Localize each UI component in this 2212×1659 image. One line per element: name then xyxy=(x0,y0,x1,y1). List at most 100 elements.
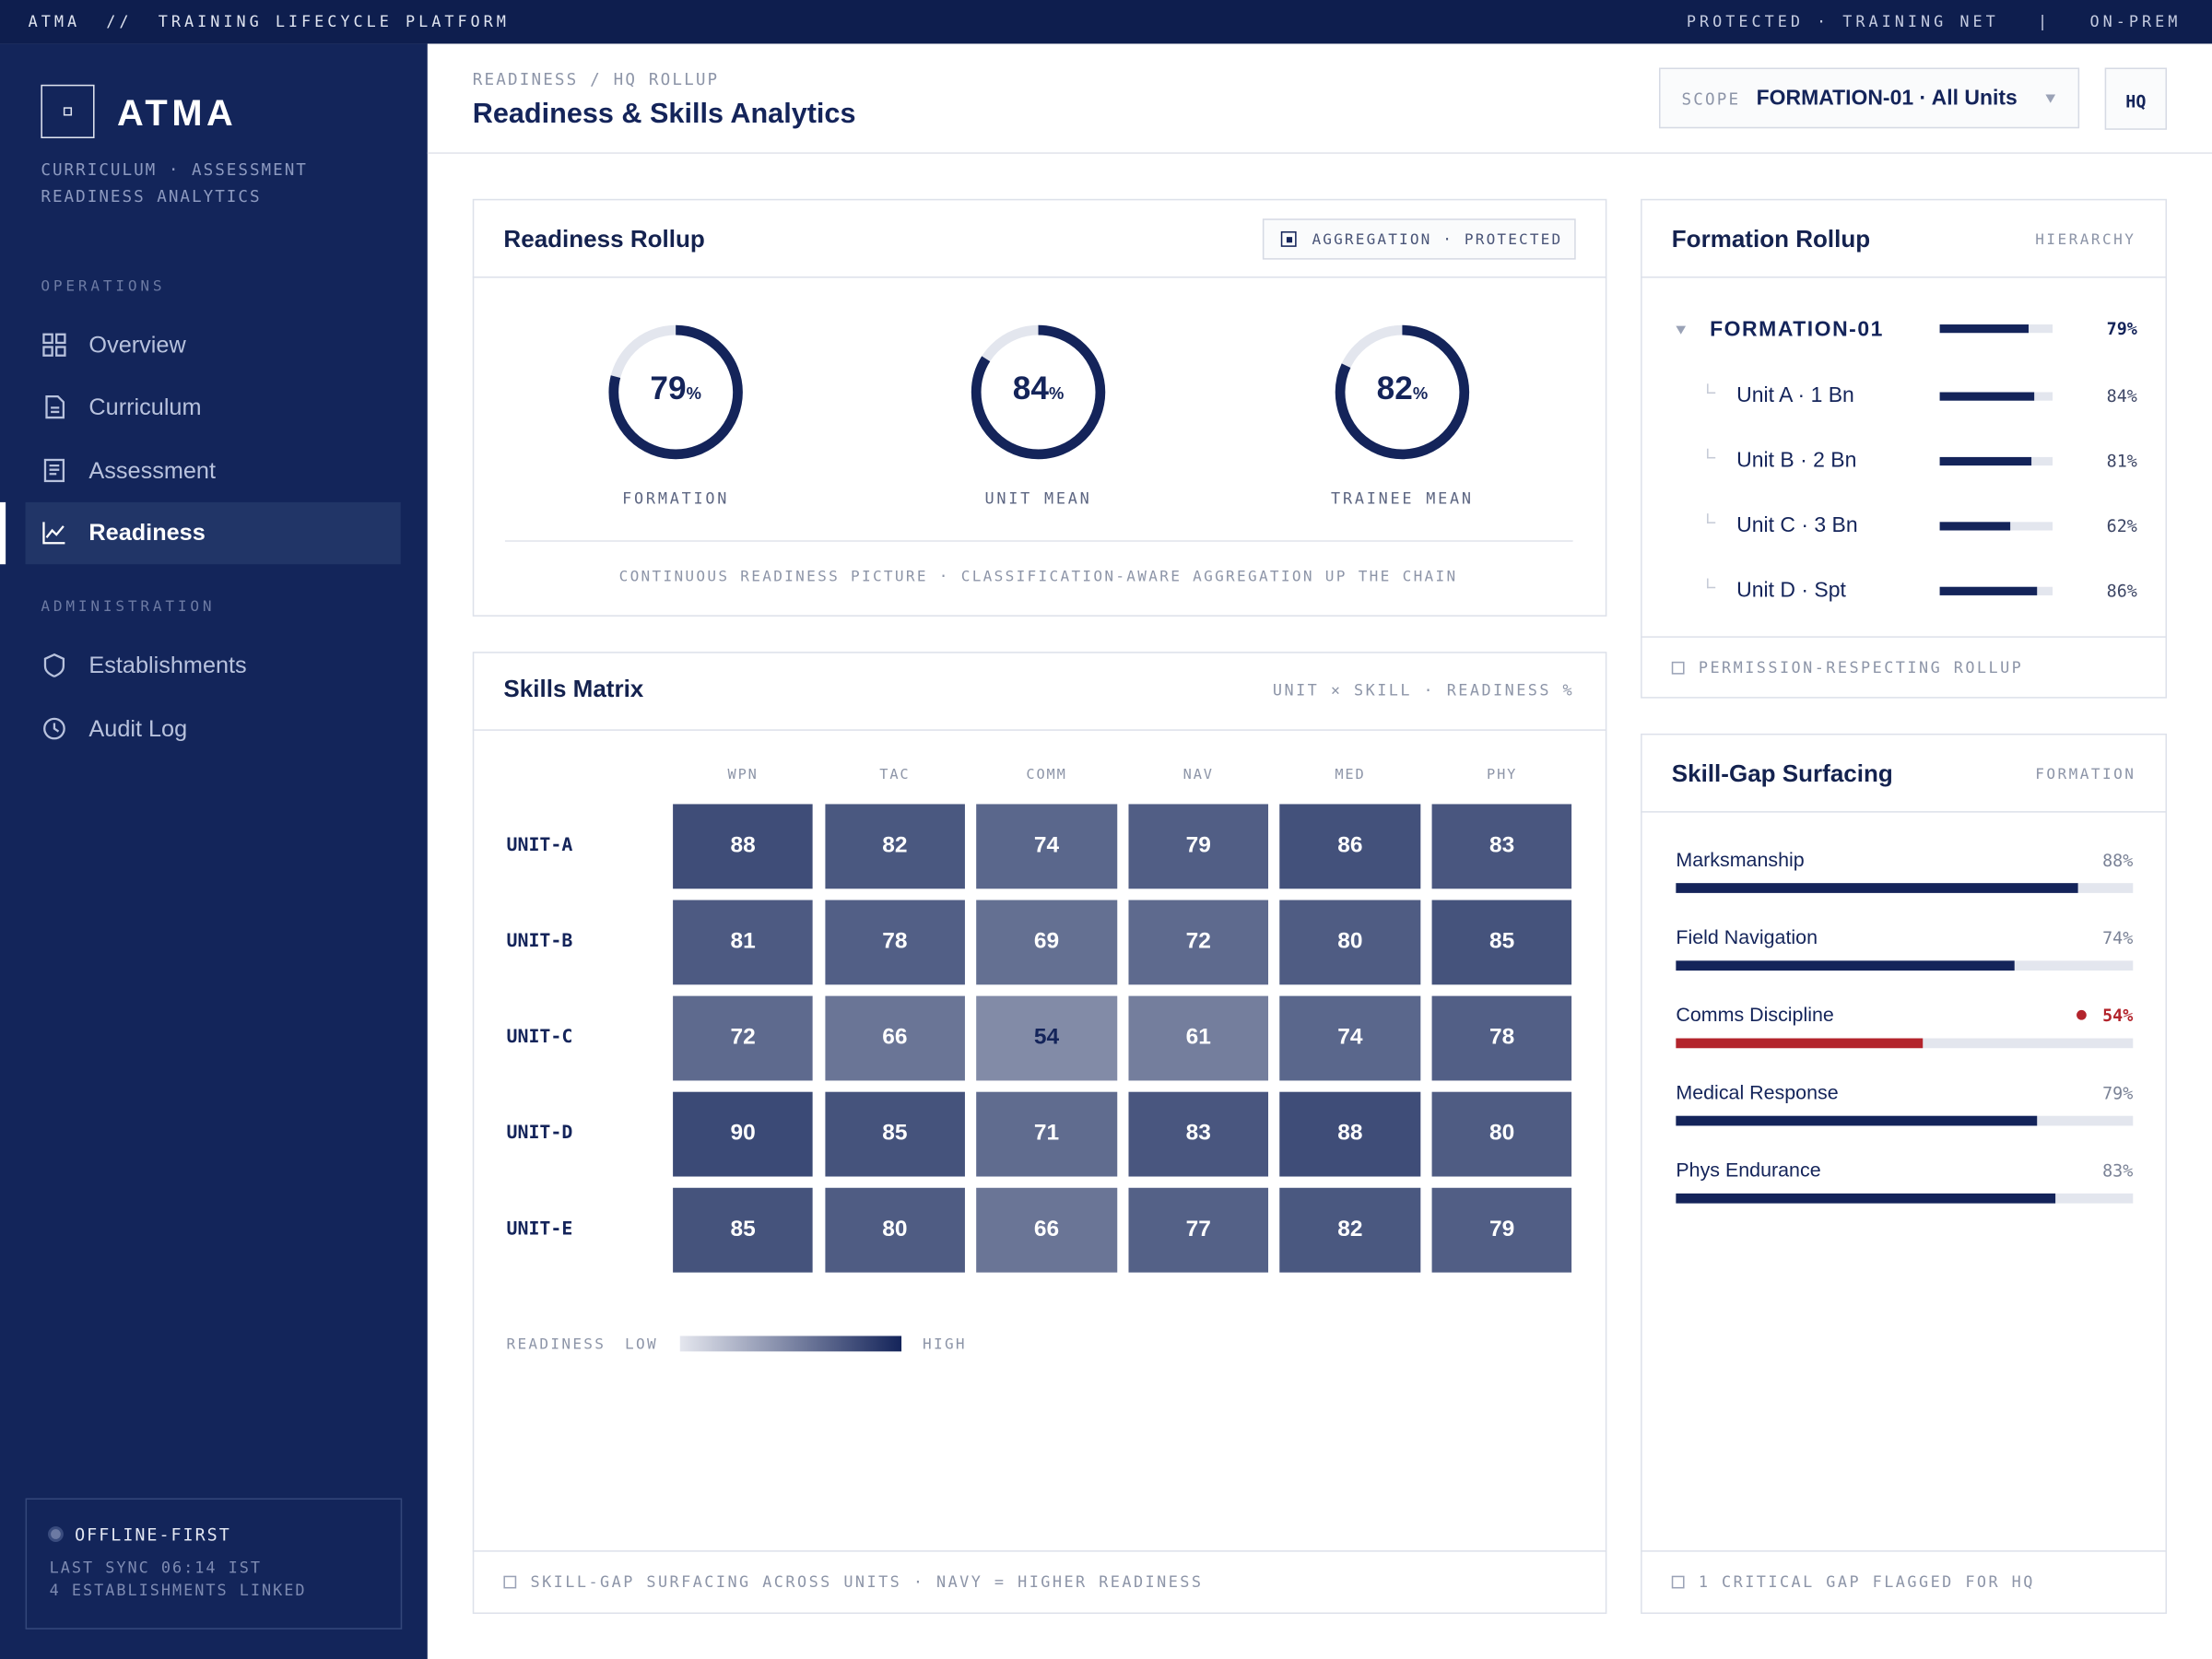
panel-subtitle: FORMATION xyxy=(2035,766,2136,783)
panel-footer-text: PERMISSION-RESPECTING ROLLUP xyxy=(1698,658,2024,677)
ring-label: UNIT MEAN xyxy=(984,489,1092,509)
page-title: Readiness & Skills Analytics xyxy=(472,99,856,130)
nav-icon-part xyxy=(42,522,65,545)
ring-arc xyxy=(608,324,743,460)
skill-bar xyxy=(1676,1038,1924,1049)
ring-label: TRAINEE MEAN xyxy=(1331,489,1474,509)
column-header: PHY xyxy=(1487,767,1518,783)
heat-cell-value: 85 xyxy=(730,1217,756,1241)
heat-cell-value: 66 xyxy=(882,1025,908,1050)
nav-icon-part xyxy=(43,716,65,739)
ring-value: 82% xyxy=(1318,367,1488,415)
nav-active-marker xyxy=(0,501,6,565)
heat-cell: 85 xyxy=(673,1187,814,1273)
heat-cell: 80 xyxy=(824,1187,965,1273)
ring-arc xyxy=(971,324,1106,460)
dropdown-caret xyxy=(2045,94,2056,103)
nav-icon-part xyxy=(49,464,60,475)
nav-icon xyxy=(42,333,66,357)
status-box xyxy=(25,1498,403,1630)
heat-cell-value: 85 xyxy=(1489,929,1515,954)
nav-item[interactable]: Curriculum xyxy=(88,395,202,421)
heat-cell: 79 xyxy=(1431,1187,1572,1273)
rollup-value: 81% xyxy=(2106,451,2137,472)
nav-icon-part xyxy=(42,346,53,357)
ring-value: 84% xyxy=(954,367,1124,415)
nav-icon xyxy=(45,395,65,419)
rollup-value: 62% xyxy=(2106,516,2137,536)
tree-connector xyxy=(1707,383,1716,394)
heat-cell-value: 90 xyxy=(730,1121,756,1146)
panel-badge-text: AGGREGATION · PROTECTED xyxy=(1312,231,1563,249)
tree-connector xyxy=(1707,578,1716,589)
status-title: OFFLINE-FIRST xyxy=(75,1524,231,1546)
rollup-bar xyxy=(1939,586,2037,595)
heat-cell-value: 80 xyxy=(1489,1121,1515,1146)
badge-icon xyxy=(1280,231,1297,247)
tree-connector xyxy=(1707,513,1716,524)
logo-box xyxy=(41,84,95,138)
heat-cell-value: 77 xyxy=(1185,1217,1211,1241)
heat-cell-value: 83 xyxy=(1185,1121,1211,1146)
panel-header-rule xyxy=(1641,811,2168,813)
logo-dot xyxy=(63,107,73,116)
heat-cell-value: 85 xyxy=(882,1121,908,1146)
status-line: LAST SYNC 06:14 IST xyxy=(49,1559,262,1578)
nav-item[interactable]: Overview xyxy=(88,333,186,359)
header-rule xyxy=(427,152,2212,154)
status-dot xyxy=(48,1526,64,1542)
tagline: READINESS ANALYTICS xyxy=(41,186,262,206)
brand: ATMA xyxy=(117,91,238,135)
network-status: PROTECTED · TRAINING NET | ON-PREM xyxy=(1686,12,2182,31)
ring-divider xyxy=(504,540,1573,542)
sidebar xyxy=(0,43,428,1659)
heat-cell: 78 xyxy=(1431,995,1572,1081)
skill-bar xyxy=(1676,960,2015,971)
skill-name: Phys Endurance xyxy=(1676,1158,1821,1182)
heat-cell-value: 61 xyxy=(1185,1025,1211,1050)
panel xyxy=(1641,733,2168,1615)
heat-cell: 66 xyxy=(976,1187,1117,1273)
scope-select[interactable] xyxy=(1659,67,2080,129)
platform-name: ATMA // TRAINING LIFECYCLE PLATFORM xyxy=(28,12,510,31)
nav-item[interactable]: Audit Log xyxy=(88,715,188,742)
skill-bar xyxy=(1676,883,2078,893)
heat-cell: 88 xyxy=(1279,1091,1420,1177)
heat-cell-value: 86 xyxy=(1337,833,1363,858)
dropdown-caret-part xyxy=(2045,94,2056,103)
nav-item[interactable]: Establishments xyxy=(88,653,247,679)
nav-item[interactable]: Assessment xyxy=(88,457,216,484)
row-label: UNIT-C xyxy=(506,1027,573,1049)
heat-cell-value: 82 xyxy=(882,833,908,858)
nav-item[interactable]: Readiness xyxy=(88,520,206,547)
rollup-child-name: Unit C · 3 Bn xyxy=(1736,513,1858,538)
panel-badge xyxy=(1262,218,1576,260)
panel-header-rule xyxy=(472,276,1607,278)
heat-cell-value: 82 xyxy=(1337,1217,1363,1241)
flag-dot xyxy=(2077,1009,2087,1020)
nav-icon-part xyxy=(42,333,53,345)
heat-cell: 74 xyxy=(1279,995,1420,1081)
column-header: MED xyxy=(1335,767,1366,783)
tagline: CURRICULUM · ASSESSMENT xyxy=(41,159,308,180)
heat-cell-value: 88 xyxy=(730,833,756,858)
ring-number: 84 xyxy=(1012,370,1049,406)
heat-cell-value: 78 xyxy=(882,929,908,954)
panel xyxy=(472,198,1607,617)
column-header: TAC xyxy=(879,767,911,783)
hq-button[interactable] xyxy=(2104,67,2168,130)
column-header: WPN xyxy=(727,767,759,783)
rollup-bar xyxy=(1939,324,2030,334)
heat-cell-value: 71 xyxy=(1033,1121,1060,1146)
heat-cell: 80 xyxy=(1431,1091,1572,1177)
nav-section-title: OPERATIONS xyxy=(41,277,166,295)
heat-cell: 85 xyxy=(1431,900,1572,985)
panel-header-rule xyxy=(1641,276,2168,278)
nav-icon-part xyxy=(43,653,65,677)
skill-value: 88% xyxy=(2102,850,2134,871)
rollup-value: 86% xyxy=(2106,581,2137,602)
heat-cell-value: 80 xyxy=(882,1217,908,1241)
rollup-child-name: Unit D · Spt xyxy=(1736,578,1846,603)
legend-high: HIGH xyxy=(923,1335,967,1353)
row-label: UNIT-E xyxy=(506,1218,573,1241)
